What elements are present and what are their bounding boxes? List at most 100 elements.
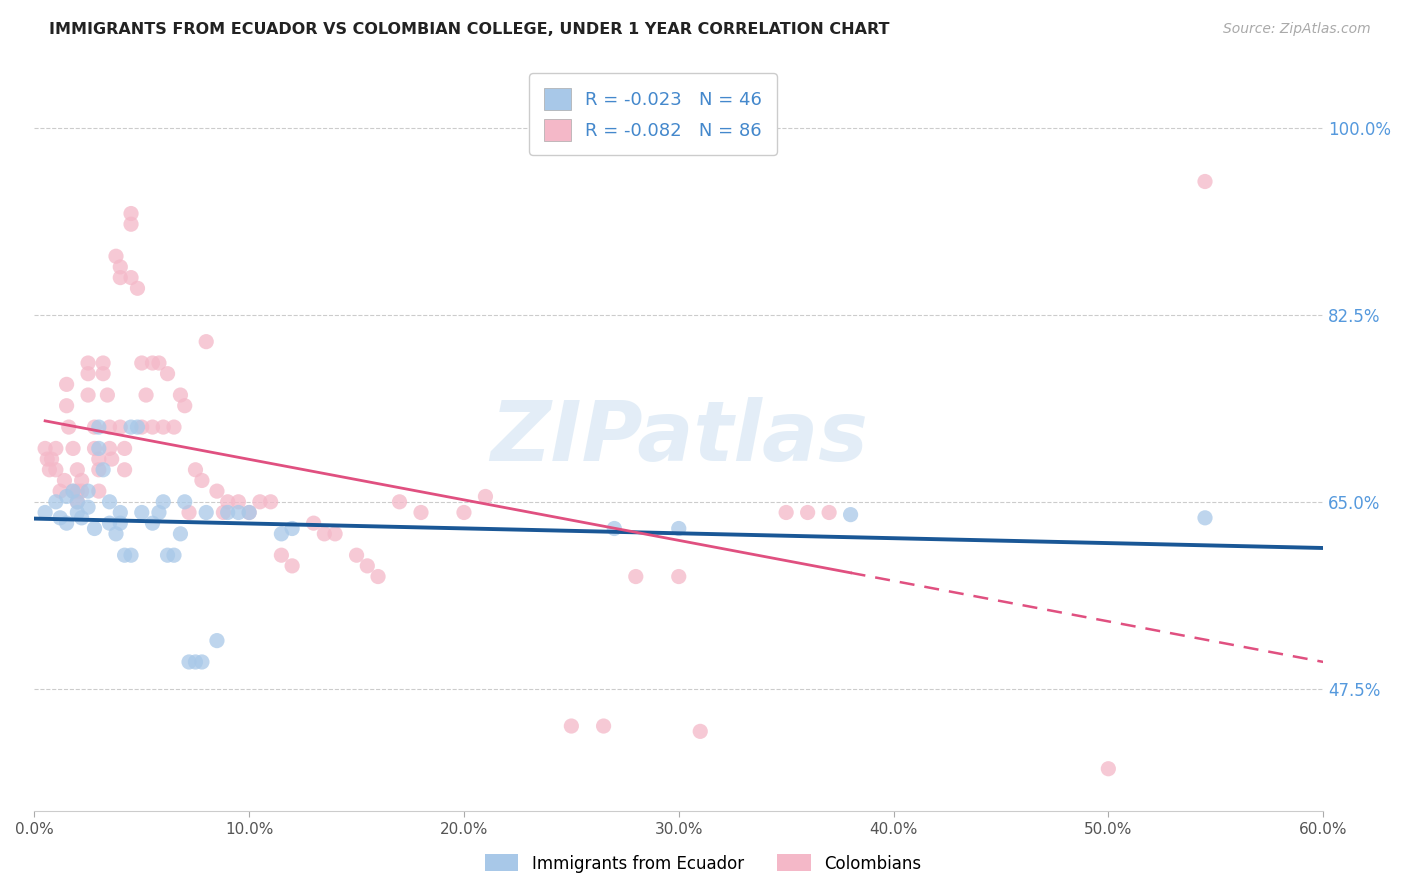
Point bbox=[105, 526, 128, 541]
Point bbox=[58, 420, 80, 434]
Point bbox=[156, 548, 179, 562]
Point bbox=[70, 511, 93, 525]
Point bbox=[205, 633, 228, 648]
Point bbox=[66, 495, 89, 509]
Point bbox=[474, 490, 496, 504]
Point bbox=[228, 495, 250, 509]
Point bbox=[839, 508, 862, 522]
Point bbox=[87, 452, 110, 467]
Point bbox=[173, 399, 195, 413]
Point bbox=[169, 388, 191, 402]
Text: ZIPatlas: ZIPatlas bbox=[489, 397, 868, 478]
Point bbox=[66, 484, 89, 499]
Point bbox=[49, 484, 72, 499]
Point bbox=[110, 516, 132, 531]
Point bbox=[83, 442, 105, 456]
Text: Source: ZipAtlas.com: Source: ZipAtlas.com bbox=[1223, 22, 1371, 37]
Point bbox=[45, 442, 67, 456]
Point bbox=[169, 526, 191, 541]
Legend: Immigrants from Ecuador, Colombians: Immigrants from Ecuador, Colombians bbox=[478, 847, 928, 880]
Point bbox=[114, 463, 136, 477]
Point bbox=[141, 356, 163, 370]
Point bbox=[98, 516, 121, 531]
Point bbox=[34, 506, 56, 520]
Point bbox=[87, 463, 110, 477]
Point bbox=[173, 495, 195, 509]
Point bbox=[152, 420, 174, 434]
Point bbox=[110, 420, 132, 434]
Point bbox=[818, 506, 841, 520]
Point bbox=[98, 495, 121, 509]
Point bbox=[302, 516, 325, 531]
Point bbox=[62, 484, 84, 499]
Point bbox=[110, 506, 132, 520]
Point bbox=[195, 506, 218, 520]
Point bbox=[98, 420, 121, 434]
Point bbox=[87, 442, 110, 456]
Point bbox=[83, 420, 105, 434]
Point bbox=[131, 420, 153, 434]
Point bbox=[148, 506, 170, 520]
Text: IMMIGRANTS FROM ECUADOR VS COLOMBIAN COLLEGE, UNDER 1 YEAR CORRELATION CHART: IMMIGRANTS FROM ECUADOR VS COLOMBIAN COL… bbox=[49, 22, 890, 37]
Point bbox=[70, 474, 93, 488]
Point bbox=[212, 506, 235, 520]
Point bbox=[91, 463, 114, 477]
Point bbox=[388, 495, 411, 509]
Point bbox=[91, 356, 114, 370]
Point bbox=[110, 270, 132, 285]
Point bbox=[120, 548, 142, 562]
Point bbox=[775, 506, 797, 520]
Point bbox=[91, 367, 114, 381]
Point bbox=[66, 506, 89, 520]
Point bbox=[152, 495, 174, 509]
Point bbox=[270, 548, 292, 562]
Point bbox=[77, 356, 100, 370]
Point bbox=[120, 217, 142, 231]
Point bbox=[87, 420, 110, 434]
Point bbox=[87, 484, 110, 499]
Point bbox=[55, 399, 77, 413]
Point bbox=[163, 548, 186, 562]
Point bbox=[1194, 511, 1216, 525]
Point bbox=[45, 463, 67, 477]
Point bbox=[127, 420, 149, 434]
Point bbox=[281, 558, 304, 573]
Point bbox=[45, 495, 67, 509]
Point bbox=[96, 388, 118, 402]
Point bbox=[131, 356, 153, 370]
Point bbox=[1097, 762, 1119, 776]
Point bbox=[205, 484, 228, 499]
Point bbox=[195, 334, 218, 349]
Point bbox=[127, 281, 149, 295]
Point bbox=[191, 474, 214, 488]
Point bbox=[228, 506, 250, 520]
Point bbox=[217, 495, 239, 509]
Point bbox=[689, 724, 711, 739]
Point bbox=[55, 516, 77, 531]
Point bbox=[323, 526, 346, 541]
Point bbox=[314, 526, 336, 541]
Point bbox=[603, 521, 626, 535]
Point bbox=[77, 484, 100, 499]
Point bbox=[62, 442, 84, 456]
Point bbox=[668, 569, 690, 583]
Point bbox=[346, 548, 368, 562]
Point bbox=[409, 506, 432, 520]
Point bbox=[105, 249, 128, 263]
Point bbox=[83, 521, 105, 535]
Point bbox=[41, 452, 63, 467]
Point bbox=[796, 506, 818, 520]
Point bbox=[184, 655, 207, 669]
Point bbox=[77, 388, 100, 402]
Point bbox=[163, 420, 186, 434]
Point bbox=[37, 452, 59, 467]
Point bbox=[53, 474, 76, 488]
Point bbox=[156, 367, 179, 381]
Point bbox=[38, 463, 60, 477]
Point bbox=[560, 719, 582, 733]
Point bbox=[238, 506, 260, 520]
Point bbox=[49, 511, 72, 525]
Point bbox=[238, 506, 260, 520]
Point bbox=[356, 558, 378, 573]
Point bbox=[191, 655, 214, 669]
